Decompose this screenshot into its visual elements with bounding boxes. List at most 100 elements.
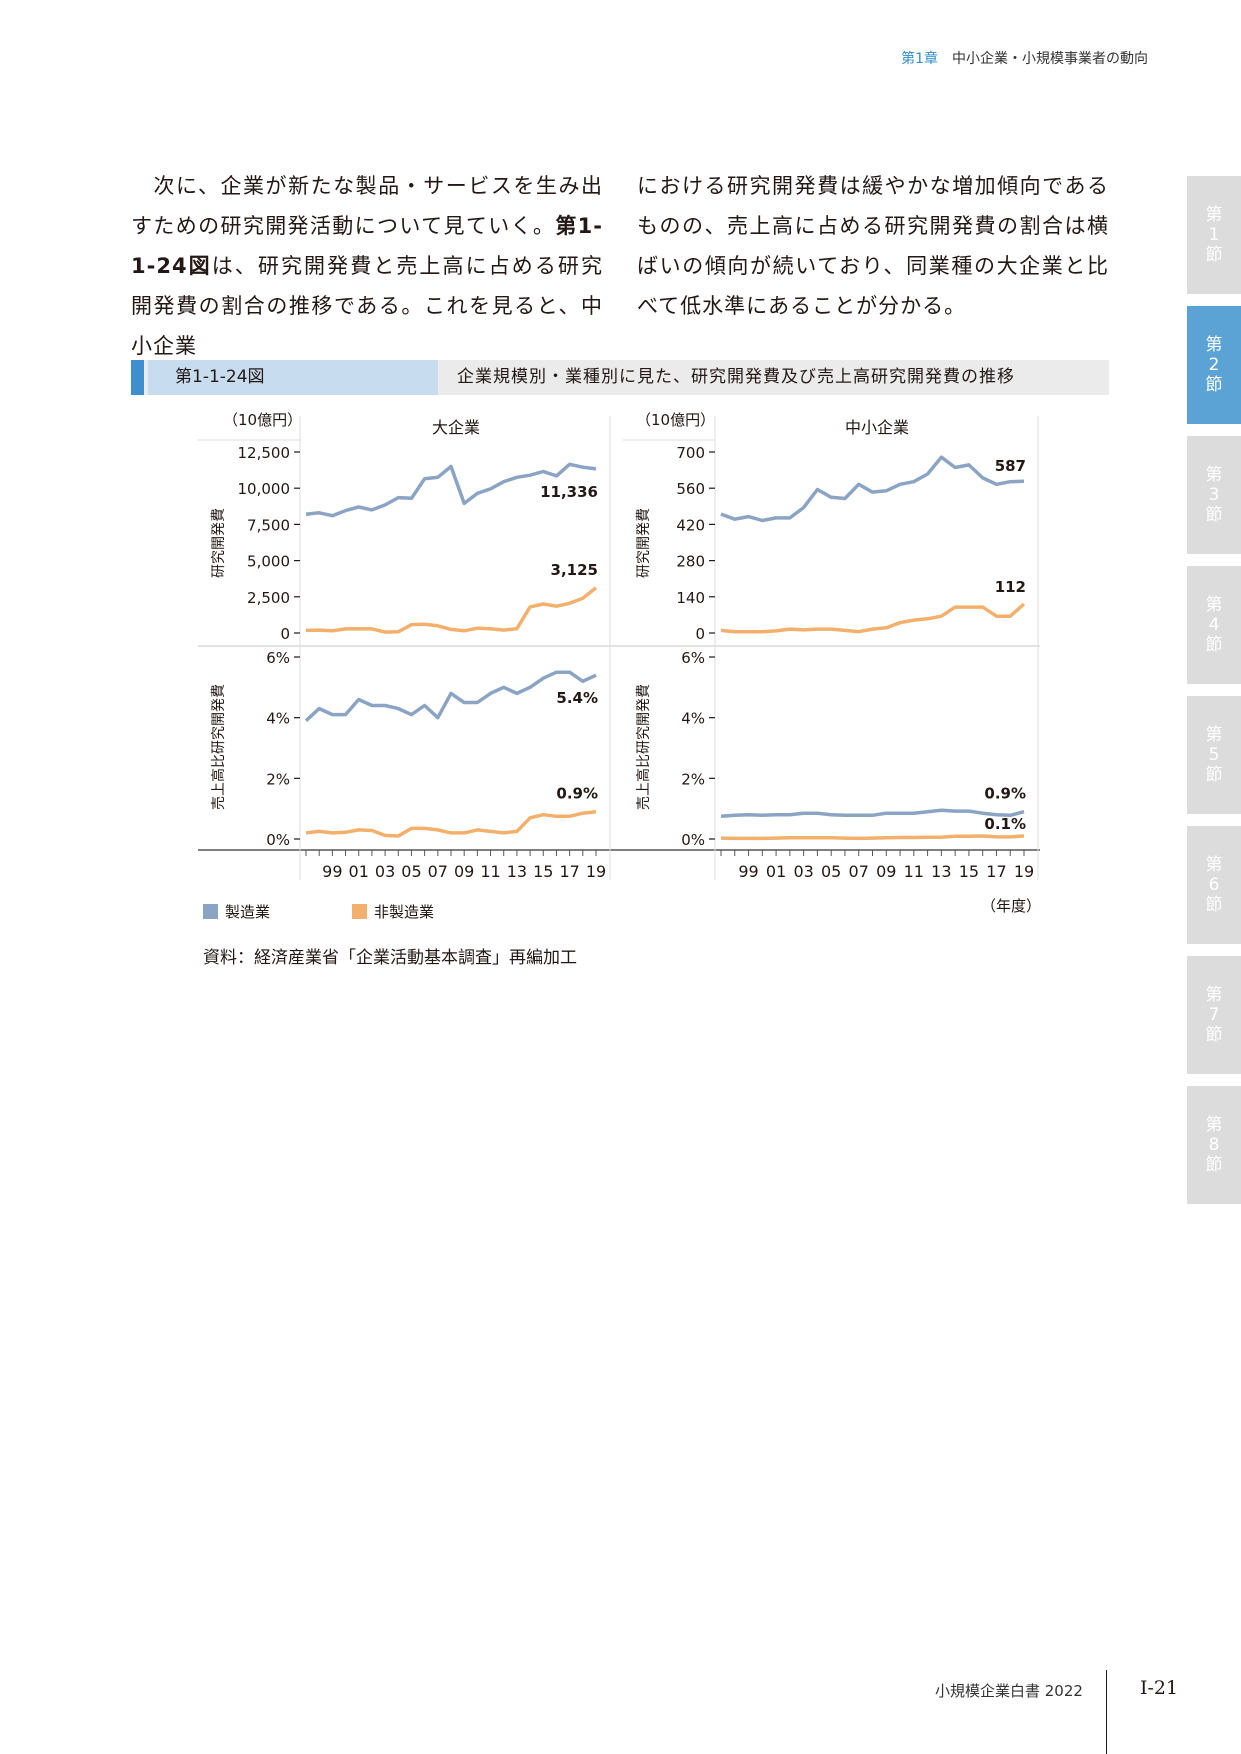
- y-tick-label: 5,000: [247, 553, 290, 571]
- x-tick-label: 19: [586, 862, 606, 881]
- end-value-label: 112: [995, 578, 1026, 596]
- y-tick-label: 2%: [266, 770, 290, 788]
- figure-title-bar: 第1-1-24図 企業規模別・業種別に見た、研究開発費及び売上高研究開発費の推移: [131, 360, 1109, 395]
- intro-left-text-1: 次に、企業が新たな製品・サービスを生み出すための研究開発活動について見ていく。: [131, 174, 603, 238]
- plot-panel-2: 0 140 280 420 560 700 587 112: [676, 444, 1026, 643]
- x-tick-label: 09: [454, 862, 474, 881]
- figure-title: 企業規模別・業種別に見た、研究開発費及び売上高研究開発費の推移: [457, 367, 1015, 387]
- section-tab-label: 第4節: [1205, 595, 1223, 655]
- series-line-manufacturing: [720, 455, 1025, 523]
- x-tick-label: 03: [375, 862, 395, 881]
- section-tab-8[interactable]: 第8節: [1187, 1086, 1241, 1204]
- section-tab-label: 第2節: [1205, 335, 1223, 395]
- section-tab-label: 第1節: [1205, 205, 1223, 265]
- intro-right: における研究開発費は緩やかな増加傾向であるものの、売上高に占める研究開発費の割合…: [637, 174, 1109, 318]
- section-tab-4[interactable]: 第4節: [1187, 566, 1241, 684]
- series-line-nonmanufacturing: [720, 834, 1025, 841]
- source-note: 資料：経済産業省「企業活動基本調査」再編加工: [203, 948, 577, 968]
- x-tick-label: 01: [349, 862, 369, 881]
- y-tick-label: 10,000: [238, 480, 291, 498]
- ylabel-rd-large: 研究開発費: [211, 508, 227, 578]
- y-tick-label: 560: [676, 480, 705, 498]
- section-tab-5[interactable]: 第5節: [1187, 696, 1241, 814]
- plot-panel-1: 0 2,500 5,000 7,500 10,000 12,500 11,336 3,125: [238, 444, 599, 643]
- footer-divider: [1106, 1670, 1107, 1754]
- ylabel-ratio-large: 売上高比研究開発費: [210, 684, 227, 810]
- x-tick-label: 15: [533, 862, 553, 881]
- y-tick-label: 2,500: [247, 589, 290, 607]
- column-title-large: 大企業: [432, 418, 480, 437]
- y-tick-label: 7,500: [247, 516, 290, 534]
- legend-swatch-nonmanufacturing: [352, 904, 367, 919]
- y-tick-label: 4%: [266, 710, 290, 728]
- section-tab-label: 第7節: [1205, 985, 1223, 1045]
- legend-label-manufacturing: 製造業: [225, 903, 270, 921]
- section-tab-2[interactable]: 第2節: [1187, 306, 1241, 424]
- figure-ref: 第1-1-24図: [131, 214, 604, 278]
- y-tick-label: 420: [676, 516, 705, 534]
- legend-swatch-manufacturing: [203, 904, 218, 919]
- chapter-title: 中小企業・小規模事業者の動向: [952, 51, 1148, 67]
- x-tick-label: 15: [959, 862, 979, 881]
- running-header: 第1章 中小企業・小規模事業者の動向: [901, 48, 1148, 68]
- y-tick-label: 12,500: [238, 444, 291, 462]
- ylabel-rd-sme: 研究開発費: [636, 508, 652, 578]
- x-tick-label: 99: [322, 862, 342, 881]
- unit-label-large: （10億円）: [223, 411, 302, 429]
- plot-panel-3: 0% 2% 4% 6% 5.4% 0.9%: [266, 649, 598, 849]
- section-tab-6[interactable]: 第6節: [1187, 826, 1241, 944]
- end-value-label: 3,125: [551, 561, 598, 579]
- x-tick-label: 05: [821, 862, 841, 881]
- x-tick-label: 13: [507, 862, 527, 881]
- series-line-nonmanufacturing: [720, 602, 1026, 634]
- footer-book-title: 小規模企業白書 2022: [935, 1682, 1083, 1700]
- y-tick-label: 0: [695, 625, 705, 643]
- ylabel-ratio-sme: 売上高比研究開発費: [635, 684, 652, 810]
- column-title-sme: 中小企業: [845, 418, 909, 437]
- title-accent: [131, 360, 144, 395]
- y-tick-label: 4%: [681, 710, 705, 728]
- figure-number: 第1-1-24図: [148, 360, 438, 395]
- end-value-label: 0.9%: [984, 785, 1026, 803]
- end-value-label: 0.9%: [556, 785, 598, 803]
- x-tick-label: 03: [793, 862, 813, 881]
- y-tick-label: 0%: [266, 831, 290, 849]
- x-tick-label: 11: [480, 862, 500, 881]
- x-tick-label: 11: [904, 862, 924, 881]
- intro-left: 次に、企業が新たな製品・サービスを生み出すための研究開発活動について見ていく。第…: [131, 166, 603, 366]
- x-tick-label: 09: [876, 862, 896, 881]
- x-axis-ticks: 99 01 03 05 07 09 11 13 15 17 19 99 01 03 05 07 09 11 13 15…: [305, 850, 1034, 881]
- section-tab-7[interactable]: 第7節: [1187, 956, 1241, 1074]
- rd-chart: 02,5005,0007,50010,00012,50011,3363,1250…: [198, 411, 1041, 921]
- x-unit-label: （年度）: [981, 897, 1041, 915]
- x-tick-label: 01: [766, 862, 786, 881]
- y-tick-label: 0%: [681, 831, 705, 849]
- x-tick-label: 13: [931, 862, 951, 881]
- unit-label-sme: （10億円）: [636, 411, 715, 429]
- legend: 製造業 非製造業: [203, 903, 434, 921]
- x-tick-label: 99: [738, 862, 758, 881]
- end-value-label: 11,336: [540, 483, 598, 501]
- series-line-manufacturing: [305, 462, 597, 518]
- x-tick-label: 19: [1014, 862, 1034, 881]
- x-tick-label: 07: [849, 862, 869, 881]
- series-line-manufacturing: [720, 808, 1025, 819]
- section-tab-label: 第3節: [1205, 465, 1223, 525]
- x-tick-label: 17: [559, 862, 579, 881]
- y-tick-label: 0: [280, 625, 290, 643]
- section-tab-3[interactable]: 第3節: [1187, 436, 1241, 554]
- legend-label-nonmanufacturing: 非製造業: [374, 903, 434, 921]
- end-value-label: 0.1%: [984, 815, 1026, 833]
- y-tick-label: 6%: [681, 649, 705, 667]
- series-line-nonmanufacturing: [305, 809, 597, 838]
- section-tab-label: 第8節: [1205, 1115, 1223, 1175]
- end-value-label: 5.4%: [556, 689, 598, 707]
- y-tick-label: 140: [676, 589, 705, 607]
- series-line-nonmanufacturing: [305, 586, 598, 634]
- page-number: Ⅰ-21: [1140, 1677, 1179, 1699]
- end-value-label: 587: [995, 457, 1026, 475]
- section-tab-1[interactable]: 第1節: [1187, 176, 1241, 294]
- chapter-label: 第1章: [901, 51, 938, 67]
- section-tab-label: 第5節: [1205, 725, 1223, 785]
- y-tick-label: 700: [676, 444, 705, 462]
